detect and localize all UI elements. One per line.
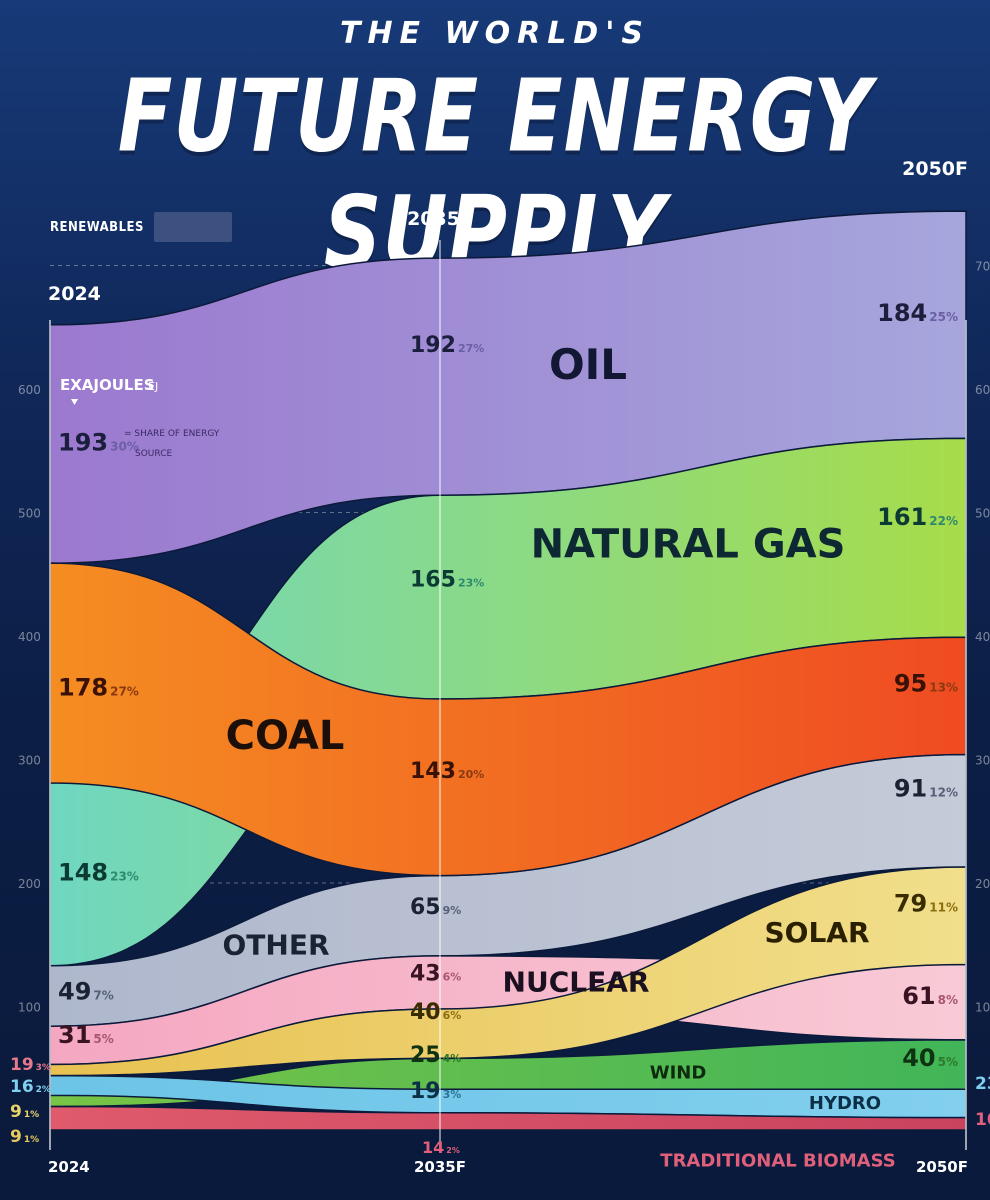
legend: RENEWABLES xyxy=(50,212,232,242)
value-label: 9 1% xyxy=(10,1127,39,1147)
y-tick-label: 60 xyxy=(975,383,990,397)
year-label-bottom: 2050F xyxy=(916,1158,968,1176)
series-label-traditional-biomass: TRADITIONAL BIOMASS xyxy=(660,1150,895,1171)
value-label: 19 3% xyxy=(10,1055,51,1075)
series-label-coal: COAL xyxy=(226,713,345,759)
year-label-top: 2035F xyxy=(407,208,473,230)
value-label: 43 6% xyxy=(410,962,461,987)
y-tick-label: 10 xyxy=(975,1001,990,1015)
series-label-wind: WIND xyxy=(650,1062,707,1083)
unit-label: EXAJOULES xyxy=(60,376,155,394)
chart-title: FUTURE ENERGY SUPPLY xyxy=(117,58,873,291)
value-label: 16 2% xyxy=(10,1077,51,1097)
series-label-nuclear: NUCLEAR xyxy=(503,966,650,999)
y-tick-label: 600 xyxy=(18,383,41,397)
series-label-hydro: HYDRO xyxy=(809,1093,881,1114)
year-label-top: 2024 xyxy=(48,283,101,305)
value-label: 23 xyxy=(975,1074,990,1094)
annotation-pointer xyxy=(71,399,78,405)
value-label: 25 4% xyxy=(410,1043,461,1068)
y-tick-label: 50 xyxy=(975,507,990,521)
value-label: 19 3% xyxy=(410,1079,461,1104)
y-tick-label: 300 xyxy=(18,754,41,768)
legend-label: RENEWABLES xyxy=(50,219,144,235)
share-note: = SHARE OF ENERGY xyxy=(124,429,220,439)
value-label: 192 27% xyxy=(410,333,484,358)
stream-bands xyxy=(49,210,967,1131)
y-tick-label: 20 xyxy=(975,877,990,891)
value-label: 165 23% xyxy=(410,568,484,593)
value-label: 91 12% xyxy=(894,775,958,803)
series-label-other: OTHER xyxy=(222,929,329,962)
value-label: 184 25% xyxy=(877,299,958,327)
year-lines xyxy=(49,240,967,1150)
y-tick-label: 100 xyxy=(18,1001,41,1015)
value-label: 61 8% xyxy=(902,982,958,1010)
y-tick-label: 400 xyxy=(18,630,41,644)
chart-subtitle: THE WORLD'S xyxy=(339,16,650,51)
value-label: 178 27% xyxy=(58,673,139,701)
y-tick-label: 40 xyxy=(975,630,990,644)
y-tick-label: 200 xyxy=(18,877,41,891)
value-label: 40 5% xyxy=(902,1044,958,1072)
value-label: 40 6% xyxy=(410,1000,461,1025)
value-label: 95 13% xyxy=(894,670,958,698)
value-label: 10 xyxy=(975,1110,990,1130)
value-label: 31 5% xyxy=(58,1021,114,1049)
value-label: 9 1% xyxy=(10,1102,39,1122)
share-note: SOURCE xyxy=(135,449,172,459)
value-label: 14 2% xyxy=(422,1138,460,1157)
y-tick-label: 30 xyxy=(975,754,990,768)
year-label-top: 2050F xyxy=(902,158,968,180)
value-label: 193 30% xyxy=(58,428,139,456)
series-label-solar: SOLAR xyxy=(764,916,869,949)
year-label-bottom: 2035F xyxy=(414,1158,466,1176)
y-tick-label: 500 xyxy=(18,507,41,521)
series-label-natural-gas: NATURAL GAS xyxy=(531,521,846,567)
series-label-oil: OIL xyxy=(549,340,627,389)
value-label: 65 9% xyxy=(410,895,461,920)
y-tick-label: 70 xyxy=(975,260,990,274)
value-label: 79 11% xyxy=(894,889,958,917)
legend-swatch-renewables xyxy=(153,212,232,242)
value-label: 49 7% xyxy=(58,978,114,1006)
year-label-bottom: 2024 xyxy=(48,1158,90,1176)
value-label: 143 20% xyxy=(410,759,484,784)
value-label: 148 23% xyxy=(58,859,139,887)
value-label: 161 22% xyxy=(877,503,958,531)
unit-abbrev: EJ xyxy=(148,380,158,393)
